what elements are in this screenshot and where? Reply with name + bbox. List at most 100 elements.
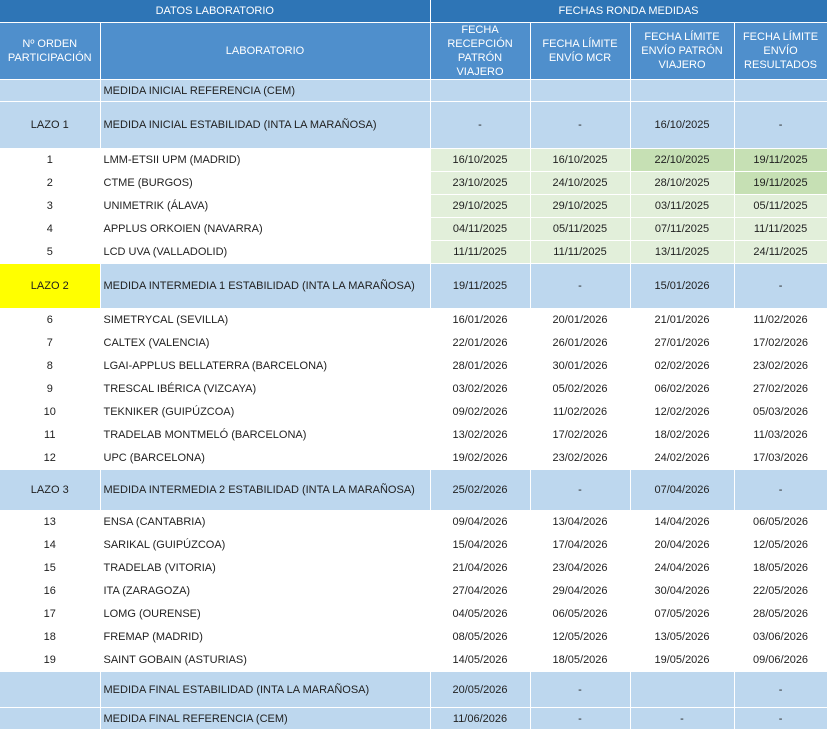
order-cell: 1 <box>0 148 101 172</box>
patron-date-cell: 02/02/2026 <box>630 354 735 378</box>
results-date-cell: 11/03/2026 <box>734 423 827 447</box>
patron-date-cell: 21/01/2026 <box>630 308 735 332</box>
lab-cell: TEKNIKER (GUIPÚZCOA) <box>100 400 431 424</box>
lab-cell: MEDIDA INTERMEDIA 2 ESTABILIDAD (INTA LA… <box>100 469 431 511</box>
mcr-date-cell: - <box>530 671 631 708</box>
results-date-cell: 03/06/2026 <box>734 625 827 649</box>
order-cell: 19 <box>0 648 101 672</box>
results-date-cell <box>734 79 827 102</box>
table-row: 9 TRESCAL IBÉRICA (VIZCAYA) 03/02/2026 05/0… <box>0 377 827 401</box>
order-cell: 5 <box>0 240 101 264</box>
table-row: 12 UPC (BARCELONA) 19/02/2026 23/02/2026 24/… <box>0 446 827 470</box>
patron-date-cell: 13/11/2025 <box>630 240 735 264</box>
lab-cell: TRADELAB (VITORIA) <box>100 556 431 580</box>
reception-date-cell: 16/10/2025 <box>430 148 531 172</box>
col-header-lab: LABORATORIO <box>100 22 431 80</box>
reception-date-cell: 04/11/2025 <box>430 217 531 241</box>
mcr-date-cell <box>530 79 631 102</box>
order-cell <box>0 671 101 708</box>
table-row: 4 APPLUS ORKOIEN (NAVARRA) 04/11/2025 05/11… <box>0 217 827 241</box>
mcr-date-cell: 16/10/2025 <box>530 148 631 172</box>
col-header-order: Nº ORDEN PARTICIPACIÓN <box>0 22 101 80</box>
results-date-cell: 11/11/2025 <box>734 217 827 241</box>
mcr-date-cell: 24/10/2025 <box>530 171 631 195</box>
table-row: 2 CTME (BURGOS) 23/10/2025 24/10/2025 28/10/… <box>0 171 827 195</box>
order-cell: 3 <box>0 194 101 218</box>
col-header-patron: FECHA LÍMITE ENVÍO PATRÓN VIAJERO <box>630 22 735 80</box>
reception-date-cell: 28/01/2026 <box>430 354 531 378</box>
reception-date-cell: 14/05/2026 <box>430 648 531 672</box>
patron-date-cell: 24/02/2026 <box>630 446 735 470</box>
patron-date-cell: 16/10/2025 <box>630 101 735 149</box>
order-cell: 12 <box>0 446 101 470</box>
lab-cell: TRESCAL IBÉRICA (VIZCAYA) <box>100 377 431 401</box>
col-header-mcr: FECHA LÍMITE ENVÍO MCR <box>530 22 631 80</box>
mcr-date-cell: 20/01/2026 <box>530 308 631 332</box>
reception-date-cell: 16/01/2026 <box>430 308 531 332</box>
reception-date-cell: 09/04/2026 <box>430 510 531 534</box>
results-date-cell: 17/03/2026 <box>734 446 827 470</box>
mcr-date-cell: 05/02/2026 <box>530 377 631 401</box>
order-cell: LAZO 1 <box>0 101 101 149</box>
table-row: 18 FREMAP (MADRID) 08/05/2026 12/05/2026 13/… <box>0 625 827 649</box>
table-row: 7 CALTEX (VALENCIA) 22/01/2026 26/01/2026 27… <box>0 331 827 355</box>
patron-date-cell: 27/01/2026 <box>630 331 735 355</box>
group-header-dates: FECHAS RONDA MEDIDAS <box>430 0 827 23</box>
column-header-row: Nº ORDEN PARTICIPACIÓN LABORATORIO FECHA… <box>0 22 827 80</box>
table-row: 1 LMM-ETSII UPM (MADRID) 16/10/2025 16/10/2… <box>0 148 827 172</box>
lab-cell: FREMAP (MADRID) <box>100 625 431 649</box>
lab-cell: LMM-ETSII UPM (MADRID) <box>100 148 431 172</box>
results-date-cell: - <box>734 671 827 708</box>
order-cell: 10 <box>0 400 101 424</box>
mcr-date-cell: - <box>530 469 631 511</box>
table-row: 15 TRADELAB (VITORIA) 21/04/2026 23/04/2026… <box>0 556 827 580</box>
order-cell <box>0 79 101 102</box>
table-row: 8 LGAI-APPLUS BELLATERRA (BARCELONA) 28/01… <box>0 354 827 378</box>
order-cell: 16 <box>0 579 101 603</box>
milestone-row: LAZO 2 MEDIDA INTERMEDIA 1 ESTABILIDAD (I… <box>0 263 827 309</box>
results-date-cell: 22/05/2026 <box>734 579 827 603</box>
lab-cell: MEDIDA INTERMEDIA 1 ESTABILIDAD (INTA LA… <box>100 263 431 309</box>
lab-cell: TRADELAB MONTMELÓ (BARCELONA) <box>100 423 431 447</box>
order-cell: 18 <box>0 625 101 649</box>
patron-date-cell: 13/05/2026 <box>630 625 735 649</box>
order-cell: 9 <box>0 377 101 401</box>
reception-date-cell: 19/11/2025 <box>430 263 531 309</box>
table-row: 11 TRADELAB MONTMELÓ (BARCELONA) 13/02/202… <box>0 423 827 447</box>
results-date-cell: - <box>734 707 827 730</box>
results-date-cell: 27/02/2026 <box>734 377 827 401</box>
reception-date-cell <box>430 79 531 102</box>
results-date-cell: 19/11/2025 <box>734 171 827 195</box>
reception-date-cell: 20/05/2026 <box>430 671 531 708</box>
order-cell: 7 <box>0 331 101 355</box>
mcr-date-cell: - <box>530 707 631 730</box>
reception-date-cell: 04/05/2026 <box>430 602 531 626</box>
results-date-cell: 05/11/2025 <box>734 194 827 218</box>
mcr-date-cell: 06/05/2026 <box>530 602 631 626</box>
reception-date-cell: 21/04/2026 <box>430 556 531 580</box>
table-row: 3 UNIMETRIK (ÁLAVA) 29/10/2025 29/10/2025 03… <box>0 194 827 218</box>
results-date-cell: - <box>734 469 827 511</box>
order-cell: LAZO 2 <box>0 263 101 309</box>
reception-date-cell: 27/04/2026 <box>430 579 531 603</box>
table-row: 10 TEKNIKER (GUIPÚZCOA) 09/02/2026 11/02/20… <box>0 400 827 424</box>
mcr-date-cell: 29/04/2026 <box>530 579 631 603</box>
reception-date-cell: 22/01/2026 <box>430 331 531 355</box>
col-header-reception: FECHA RECEPCIÓN PATRÓN VIAJERO <box>430 22 531 80</box>
results-date-cell: 28/05/2026 <box>734 602 827 626</box>
milestone-row: MEDIDA INICIAL REFERENCIA (CEM) <box>0 79 827 102</box>
order-cell: 6 <box>0 308 101 332</box>
reception-date-cell: 29/10/2025 <box>430 194 531 218</box>
lab-cell: SARIKAL (GUIPÚZCOA) <box>100 533 431 557</box>
results-date-cell: 06/05/2026 <box>734 510 827 534</box>
mcr-date-cell: 30/01/2026 <box>530 354 631 378</box>
lab-cell: LGAI-APPLUS BELLATERRA (BARCELONA) <box>100 354 431 378</box>
group-header-row: DATOS LABORATORIO FECHAS RONDA MEDIDAS <box>0 0 827 23</box>
mcr-date-cell: 18/05/2026 <box>530 648 631 672</box>
reception-date-cell: 19/02/2026 <box>430 446 531 470</box>
milestone-row: LAZO 1 MEDIDA INICIAL ESTABILIDAD (INTA L… <box>0 101 827 149</box>
mcr-date-cell: 05/11/2025 <box>530 217 631 241</box>
results-date-cell: 09/06/2026 <box>734 648 827 672</box>
patron-date-cell: 06/02/2026 <box>630 377 735 401</box>
